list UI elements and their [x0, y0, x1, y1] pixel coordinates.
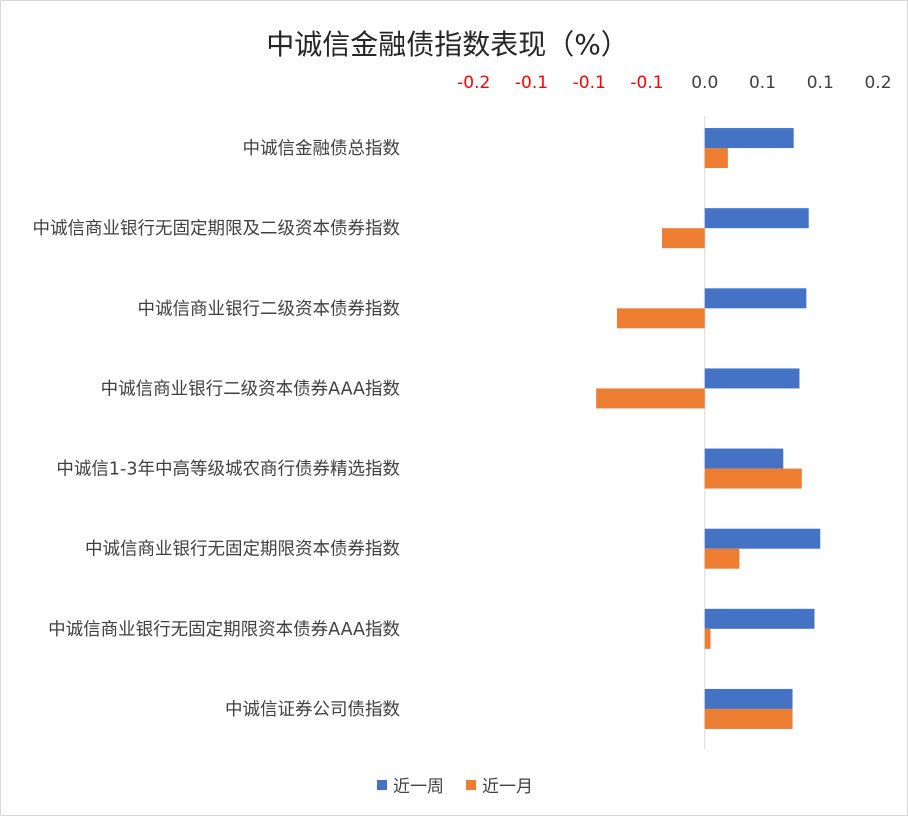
category-label: 中诚信商业银行二级资本债券AAA指数: [101, 379, 400, 399]
bar-week: [704, 688, 793, 709]
x-tick-label: 0.2: [864, 73, 891, 93]
bar-month: [616, 308, 705, 329]
bar-week: [704, 528, 821, 549]
category-label: 中诚信金融债总指数: [243, 139, 401, 159]
bar-month: [704, 468, 802, 489]
legend-label-month: 近一月: [482, 777, 533, 797]
category-label: 中诚信商业银行二级资本债券指数: [138, 299, 401, 319]
bar-week: [704, 208, 809, 229]
bar-month: [704, 148, 728, 169]
legend-swatch-month: [466, 779, 476, 790]
category-label: 中诚信商业银行无固定期限资本债券AAA指数: [48, 620, 400, 640]
legend-item-month: 近一月: [466, 772, 533, 797]
bar-month: [704, 548, 740, 569]
x-tick-label: -0.1: [515, 73, 548, 93]
legend-swatch-week: [377, 779, 387, 790]
x-tick-label: 0.0: [691, 73, 718, 93]
x-tick-label: 0.1: [807, 73, 834, 93]
legend-item-week: 近一周: [377, 772, 444, 797]
chart-title: 中诚信金融债指数表现（%）: [266, 28, 629, 61]
bar-week: [704, 368, 800, 389]
category-label: 中诚信1-3年中高等级城农商行债券精选指数: [56, 460, 400, 480]
legend-label-week: 近一周: [393, 777, 444, 797]
bar-month: [704, 708, 793, 729]
category-label: 中诚信商业银行无固定期限资本债券指数: [85, 540, 400, 560]
bar-week: [704, 288, 807, 309]
category-label: 中诚信商业银行无固定期限及二级资本债券指数: [33, 219, 401, 239]
x-tick-label: -0.1: [573, 73, 606, 93]
bar-month: [662, 228, 705, 249]
x-tick-label: -0.2: [457, 73, 490, 93]
bar-week: [704, 448, 784, 469]
bar-week: [704, 608, 815, 629]
bar-week: [704, 128, 794, 149]
legend: 近一周 近一月: [1, 772, 908, 797]
bar-month: [596, 388, 705, 409]
bar-month: [704, 628, 711, 649]
x-tick-label: 0.1: [749, 73, 776, 93]
x-tick-label: -0.1: [630, 73, 663, 93]
category-label: 中诚信证券公司债指数: [225, 700, 400, 720]
